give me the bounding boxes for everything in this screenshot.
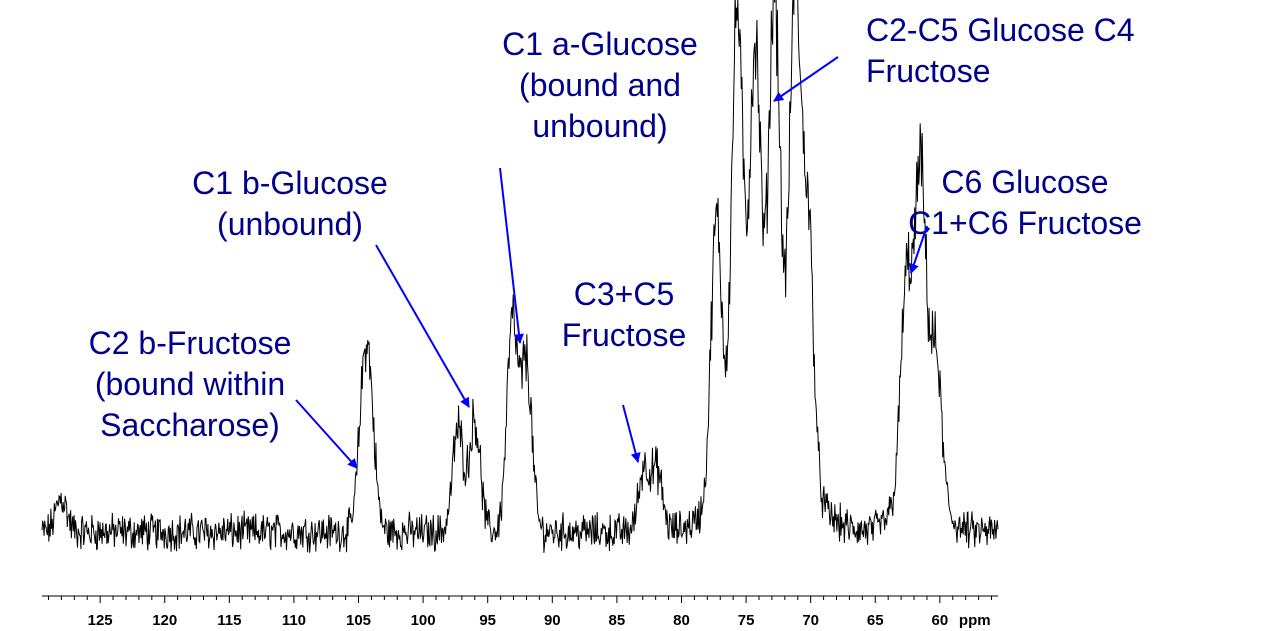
annotation-label-line: C1 b-Glucose bbox=[192, 165, 388, 201]
x-tick-label: 90 bbox=[544, 612, 561, 629]
x-tick-label: 95 bbox=[479, 612, 496, 629]
annotation-arrow bbox=[622, 404, 641, 463]
peak-annotation: C6 Glucose C1+C6 Fructose bbox=[908, 164, 1142, 274]
annotation-label: C3+C5 Fructose bbox=[562, 276, 686, 353]
annotation-label-line: Fructose bbox=[866, 53, 990, 89]
annotation-label: C1 a-Glucose (bound and unbound) bbox=[502, 26, 698, 144]
x-tick-label: 115 bbox=[217, 612, 241, 629]
annotation-arrow bbox=[909, 225, 928, 274]
annotation-label-line: (bound within bbox=[95, 366, 285, 402]
annotation-label-line: unbound) bbox=[532, 108, 667, 144]
peak-annotation: C2-C5 Glucose C4 Fructose bbox=[773, 12, 1135, 102]
annotation-label-line: C6 Glucose bbox=[941, 164, 1108, 200]
peak-annotation: C1 a-Glucose (bound and unbound) bbox=[499, 26, 698, 344]
x-axis-label: ppm bbox=[959, 612, 991, 629]
annotation-label-line: (bound and bbox=[519, 67, 681, 103]
annotation-arrow bbox=[295, 399, 358, 469]
annotation-label: C1 b-Glucose (unbound) bbox=[192, 165, 388, 242]
x-tick-label: 105 bbox=[346, 612, 371, 629]
x-tick-label: 120 bbox=[152, 612, 177, 629]
annotation-label: C2-C5 Glucose C4 Fructose bbox=[866, 12, 1135, 89]
annotation-label-line: C2 b-Fructose bbox=[89, 325, 292, 361]
annotation-arrow bbox=[375, 244, 470, 408]
annotation-label-line: Fructose bbox=[562, 317, 686, 353]
x-tick-label: 75 bbox=[738, 612, 755, 629]
peak-annotation: C2 b-Fructose (bound within Saccharose) bbox=[89, 325, 358, 469]
peak-annotation: C1 b-Glucose (unbound) bbox=[192, 165, 470, 408]
x-tick-label: 70 bbox=[802, 612, 819, 629]
annotation-label-line: Saccharose) bbox=[100, 407, 280, 443]
annotation-label-line: C3+C5 bbox=[574, 276, 675, 312]
annotation-arrow bbox=[499, 167, 524, 344]
x-tick-label: 125 bbox=[88, 612, 113, 629]
x-tick-label: 60 bbox=[932, 612, 949, 629]
spectrum-line bbox=[41, 0, 999, 553]
x-tick-label: 100 bbox=[411, 612, 436, 629]
x-tick-label: 65 bbox=[867, 612, 884, 629]
annotation-label-line: C1 a-Glucose bbox=[502, 26, 698, 62]
x-tick-label: 80 bbox=[673, 612, 690, 629]
peak-annotation: C3+C5 Fructose bbox=[562, 276, 686, 463]
annotation-arrow bbox=[773, 56, 839, 102]
x-tick-label: 85 bbox=[609, 612, 626, 629]
annotation-label-line: (unbound) bbox=[217, 206, 363, 242]
annotation-label: C6 Glucose C1+C6 Fructose bbox=[908, 164, 1142, 241]
annotation-label-line: C2-C5 Glucose C4 bbox=[866, 12, 1135, 48]
annotation-label: C2 b-Fructose (bound within Saccharose) bbox=[89, 325, 292, 443]
annotation-label-line: C1+C6 Fructose bbox=[908, 205, 1142, 241]
x-tick-label: 110 bbox=[282, 612, 306, 629]
